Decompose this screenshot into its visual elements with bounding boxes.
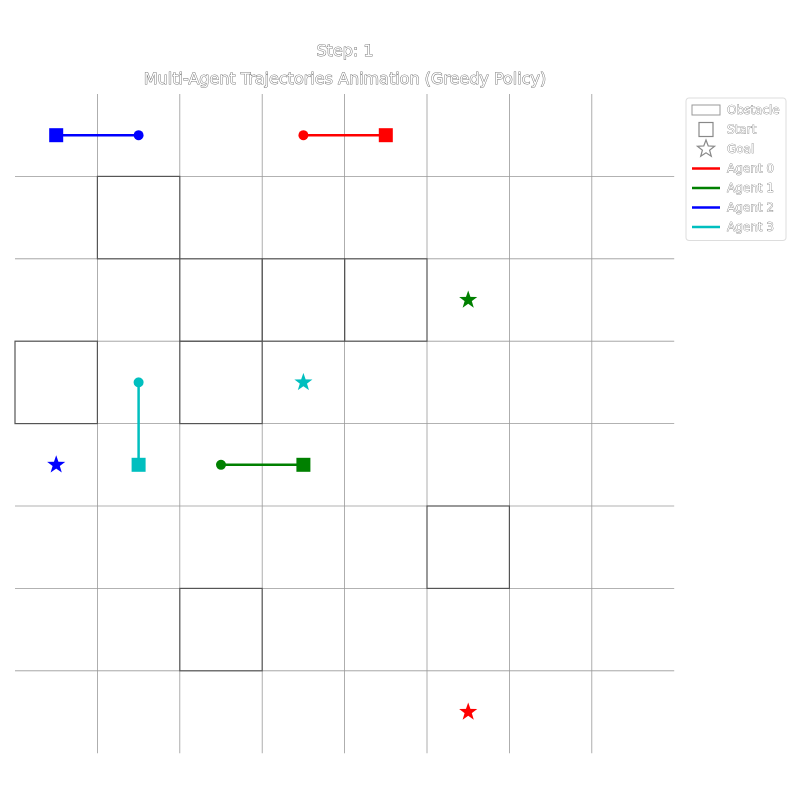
trajectories-layer [49,128,393,472]
agent-2-goal-marker [47,455,66,473]
agent-3-goal-marker [294,372,313,391]
legend-handle-obstacle [691,104,721,116]
legend-item-agent-1: Agent 1 [692,181,774,195]
obstacle-cell [344,258,428,342]
legend-item-agent-0: Agent 0 [692,161,774,176]
obstacle-cell [96,175,181,260]
legend-label: Agent 3 [727,220,774,234]
agent-0-goal-marker [459,702,478,720]
legend-item-start: Start [698,121,757,138]
obstacle-cell [426,505,511,590]
legend-label: Agent 1 [727,181,774,195]
legend: Obstacle Start Goal Agent 0 Agent 1 Agent 2 Ag… [685,97,787,241]
agent-0-current-marker [298,130,309,141]
plot-area [14,94,675,754]
agent-2-current-marker [133,130,144,141]
obstacle-cell [14,340,99,425]
agent-3-start-marker [131,457,146,472]
agent-1-start-marker [296,457,311,472]
legend-handle-goal [695,138,717,158]
step-title: Step: 1 [316,41,373,60]
agent-1-current-marker [216,459,226,470]
legend-item-agent-3: Agent 3 [692,220,774,234]
agent-0-start-marker [378,128,393,143]
legend-label: Start [727,123,757,137]
agent-3-current-marker [133,377,144,388]
legend-label: Agent 0 [727,162,774,176]
obstacles-layer [14,175,511,672]
obstacle-cell [179,258,263,342]
chart-title: Multi-Agent Trajectories Animation (Gree… [144,69,546,88]
legend-item-goal: Goal [695,138,755,158]
agent-2-start-marker [49,128,64,143]
legend-label: Agent 2 [727,201,774,215]
grid-lines [15,94,675,754]
goals-layer [47,290,478,720]
legend-handle-start [698,121,714,138]
agent-1-goal-marker [459,290,478,308]
legend-label: Goal [727,142,754,156]
legend-item-agent-2: Agent 2 [692,200,774,215]
obstacle-cell [261,258,346,342]
legend-label: Obstacle [727,103,780,117]
obstacle-cell [179,587,263,672]
legend-item-obstacle: Obstacle [691,103,780,117]
obstacle-cell [179,340,263,425]
